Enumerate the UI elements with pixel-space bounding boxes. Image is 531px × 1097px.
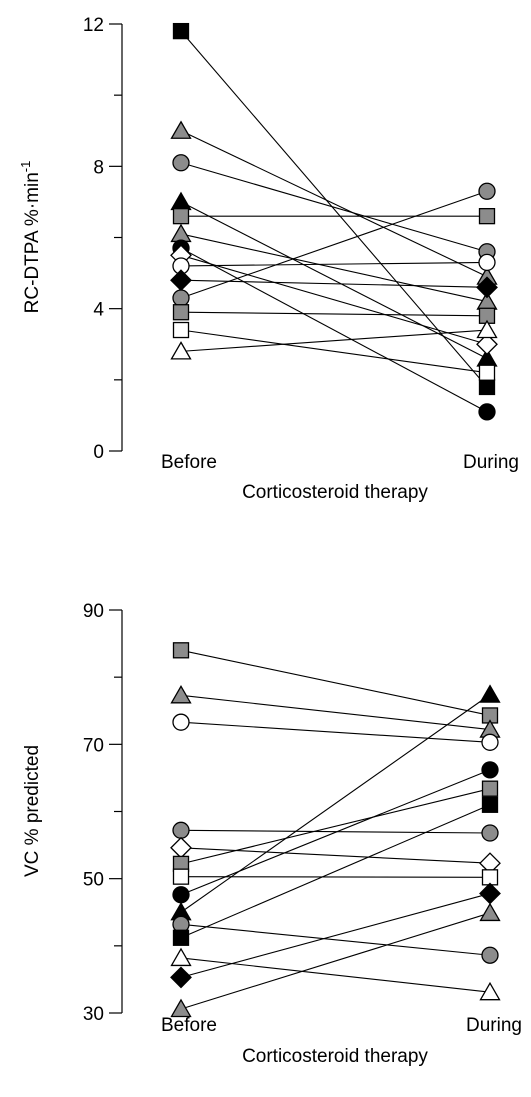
x-axis-title: Corticosteroid therapy <box>242 482 428 503</box>
point-before-black-diamond <box>171 270 191 290</box>
series-line <box>181 248 487 412</box>
category-label: Before <box>161 1015 217 1036</box>
point-before-gray-triangle <box>172 225 191 242</box>
point-before-white-triangle <box>172 949 191 966</box>
point-during-gray-circle <box>479 183 495 199</box>
point-before-black-diamond <box>171 967 191 987</box>
series-line <box>181 893 490 977</box>
point-during-gray-square <box>483 781 498 796</box>
y-tick-label: 4 <box>93 300 104 321</box>
y-tick-label: 30 <box>83 1004 104 1025</box>
point-before-gray-triangle <box>172 122 191 139</box>
series-line <box>181 280 487 287</box>
series-line <box>181 330 487 373</box>
series-lines <box>181 31 487 412</box>
series-line <box>181 958 490 992</box>
y-tick-label: 70 <box>83 735 104 756</box>
series-line <box>181 330 487 351</box>
point-before-black-circle <box>173 887 189 903</box>
series-line <box>181 924 490 955</box>
point-during-gray-circle <box>482 947 498 963</box>
point-during-white-square <box>480 365 495 380</box>
series-line <box>181 848 490 863</box>
point-before-white-diamond <box>171 838 191 858</box>
y-axis-title-text: VC % predicted <box>22 745 43 877</box>
point-before-white-square <box>174 323 189 338</box>
series-lines <box>181 650 490 1009</box>
y-tick-label: 90 <box>83 601 104 622</box>
series-line <box>181 722 490 742</box>
category-label: During <box>463 452 519 473</box>
vc-panel: 30 50 70 90 Before During Corticosteroid thera… <box>22 601 522 1067</box>
point-before-gray-circle <box>173 155 189 171</box>
point-during-black-diamond <box>480 883 500 903</box>
point-before-white-square <box>174 869 189 884</box>
rc-dtpa-panel: 0 4 8 12 Before During Corticosteroid therapy R… <box>18 15 519 503</box>
series-line <box>181 131 487 277</box>
point-during-white-circle <box>482 734 498 750</box>
series-line <box>181 695 490 913</box>
series-line <box>181 202 487 359</box>
point-during-gray-circle <box>482 825 498 841</box>
point-during-black-square <box>480 379 495 394</box>
point-before-black-square <box>174 930 189 945</box>
y-axis-title: RC-DTPA %·min-1 <box>18 161 43 314</box>
series-line <box>181 312 487 316</box>
series-line <box>181 650 490 715</box>
y-tick-label: 50 <box>83 870 104 891</box>
y-tick-label: 0 <box>93 442 104 463</box>
y-tick-label: 8 <box>93 157 104 178</box>
y-axis-title: VC % predicted <box>22 745 43 877</box>
series-line <box>181 913 490 1009</box>
y-tick-label: 12 <box>83 15 104 36</box>
series-line <box>181 789 490 864</box>
x-axis-title: Corticosteroid therapy <box>242 1046 428 1067</box>
point-during-black-circle <box>479 404 495 420</box>
point-during-white-circle <box>479 254 495 270</box>
y-axis-title-text: RC-DTPA %·min <box>22 172 43 313</box>
y-axis-title-superscript: -1 <box>18 161 33 173</box>
point-during-gray-square <box>480 209 495 224</box>
point-before-gray-square <box>174 305 189 320</box>
series-line <box>181 877 490 878</box>
point-before-black-triangle <box>172 193 191 210</box>
series-line <box>181 695 490 729</box>
point-before-gray-triangle <box>172 686 191 703</box>
point-during-black-triangle <box>481 686 500 703</box>
point-before-black-square <box>174 24 189 39</box>
category-label: During <box>466 1015 522 1036</box>
point-before-gray-circle <box>173 822 189 838</box>
point-before-white-circle <box>173 714 189 730</box>
series-line <box>181 262 487 266</box>
series-line <box>181 255 487 344</box>
category-label: Before <box>161 452 217 473</box>
point-during-black-square <box>483 797 498 812</box>
point-before-gray-square <box>174 643 189 658</box>
point-during-black-circle <box>482 762 498 778</box>
point-before-gray-triangle <box>172 1000 191 1017</box>
point-before-gray-circle <box>173 290 189 306</box>
series-line <box>181 805 490 938</box>
point-before-gray-square <box>174 209 189 224</box>
point-during-gray-triangle <box>481 904 500 921</box>
